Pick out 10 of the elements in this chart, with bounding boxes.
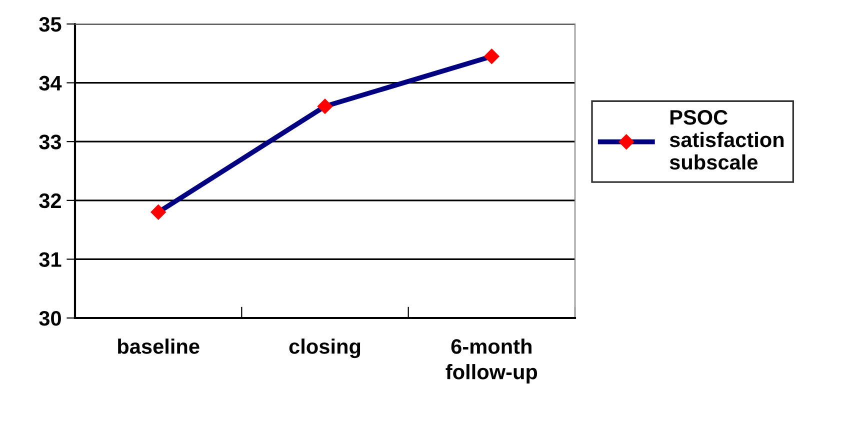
x-tick-label: 6-month follow-up (446, 338, 538, 384)
y-tick-label: 34 (39, 76, 62, 91)
y-tick-label: 32 (39, 193, 61, 208)
y-tick-label: 35 (39, 17, 62, 32)
y-tick-label: 31 (39, 252, 62, 267)
x-tick-label: closing (289, 338, 360, 358)
y-tick-label: 30 (39, 311, 61, 326)
x-tick-label: baseline (118, 338, 200, 354)
y-tick-label: 33 (39, 134, 62, 150)
legend-label: PSOC satisfaction subscale (670, 110, 784, 170)
